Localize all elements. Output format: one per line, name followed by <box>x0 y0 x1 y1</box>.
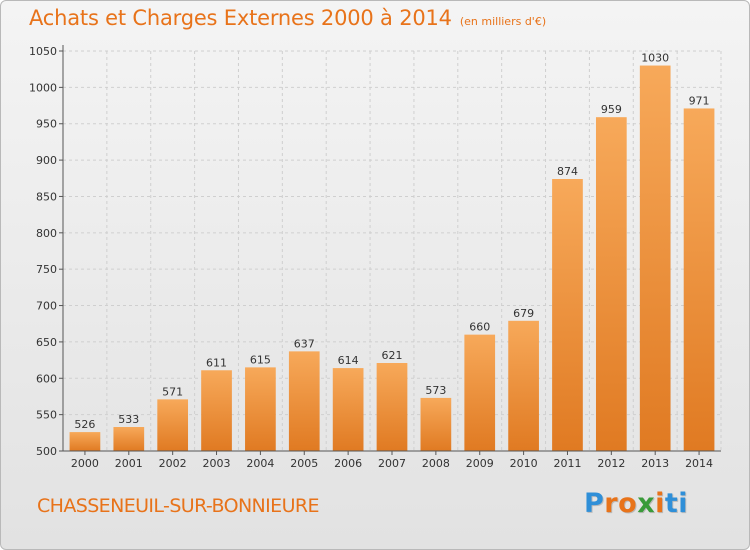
y-tick-label: 500 <box>36 445 57 458</box>
y-tick-label: 1050 <box>29 45 57 58</box>
x-tick-label: 2000 <box>71 457 99 470</box>
bar-2005 <box>288 351 320 451</box>
bar-2008 <box>420 397 452 451</box>
y-tick-label: 900 <box>36 154 57 167</box>
y-tick-label: 600 <box>36 372 57 385</box>
y-tick-label: 850 <box>36 190 57 203</box>
bar-value-label: 615 <box>250 353 271 366</box>
x-tick-label: 2001 <box>115 457 143 470</box>
axes <box>59 45 721 455</box>
logo-letter: i <box>678 488 689 519</box>
x-tick-label: 2007 <box>378 457 406 470</box>
x-tick-label: 2014 <box>685 457 713 470</box>
x-tick-label: 2011 <box>553 457 581 470</box>
y-tick-label: 550 <box>36 409 57 422</box>
bar-value-label: 573 <box>425 384 446 397</box>
bar-value-label: 526 <box>74 418 95 431</box>
x-tick-label: 2010 <box>510 457 538 470</box>
logo-letter: r <box>604 488 619 519</box>
x-tick-label: 2013 <box>641 457 669 470</box>
logo-letter: o <box>618 488 638 519</box>
bar-2013 <box>639 65 671 451</box>
proxiti-logo: Proxiti <box>584 488 688 519</box>
labels: 500 550 600 650 700 750 800 850 900 950 1000 1050 52… <box>29 45 713 470</box>
x-tick-label: 2009 <box>466 457 494 470</box>
bar-value-label: 660 <box>469 321 490 334</box>
bar-value-label: 571 <box>162 385 183 398</box>
city-name: CHASSENEUIL-SUR-BONNIEURE <box>37 495 320 517</box>
y-tick-label: 800 <box>36 227 57 240</box>
y-tick-label: 1000 <box>29 81 57 94</box>
bar-value-label: 1030 <box>641 52 669 65</box>
chart-title: Achats et Charges Externes 2000 à 2014 <box>29 6 452 30</box>
y-tick-label: 700 <box>36 300 57 313</box>
bar-value-label: 533 <box>118 413 139 426</box>
bar-value-label: 614 <box>338 354 359 367</box>
title-row: Achats et Charges Externes 2000 à 2014 (e… <box>29 6 546 30</box>
x-tick-label: 2008 <box>422 457 450 470</box>
bar-value-label: 874 <box>557 165 578 178</box>
x-tick-label: 2012 <box>597 457 625 470</box>
logo-letter: x <box>637 488 656 519</box>
logo-letter: P <box>584 488 605 519</box>
y-tick-label: 750 <box>36 263 57 276</box>
x-tick-label: 2004 <box>246 457 274 470</box>
bar-value-label: 959 <box>601 103 622 116</box>
bar-2002 <box>157 399 189 451</box>
logo-letter: t <box>664 488 679 519</box>
bar-2004 <box>245 367 276 451</box>
x-tick-label: 2006 <box>334 457 362 470</box>
bar-value-label: 611 <box>206 356 227 369</box>
logo-letter: i <box>655 488 665 519</box>
bar-2011 <box>552 179 583 451</box>
x-tick-label: 2005 <box>290 457 318 470</box>
bar-2014 <box>683 108 715 452</box>
bar-2007 <box>376 363 408 451</box>
bar-2006 <box>332 368 364 451</box>
bar-2000 <box>69 432 101 451</box>
bars <box>69 65 715 452</box>
bar-2009 <box>464 334 496 451</box>
chart-subtitle: (en milliers d'€) <box>459 15 547 28</box>
bar-2003 <box>201 370 232 451</box>
bar-2012 <box>595 117 627 451</box>
y-tick-label: 650 <box>36 336 57 349</box>
bar-value-label: 679 <box>513 307 534 320</box>
x-tick-label: 2002 <box>159 457 187 470</box>
bar-2001 <box>113 427 145 451</box>
bar-value-label: 971 <box>689 94 710 107</box>
bar-2010 <box>508 320 539 451</box>
bar-value-label: 621 <box>382 349 403 362</box>
x-tick-label: 2003 <box>203 457 231 470</box>
y-tick-label: 950 <box>36 118 57 131</box>
bar-value-label: 637 <box>294 337 315 350</box>
